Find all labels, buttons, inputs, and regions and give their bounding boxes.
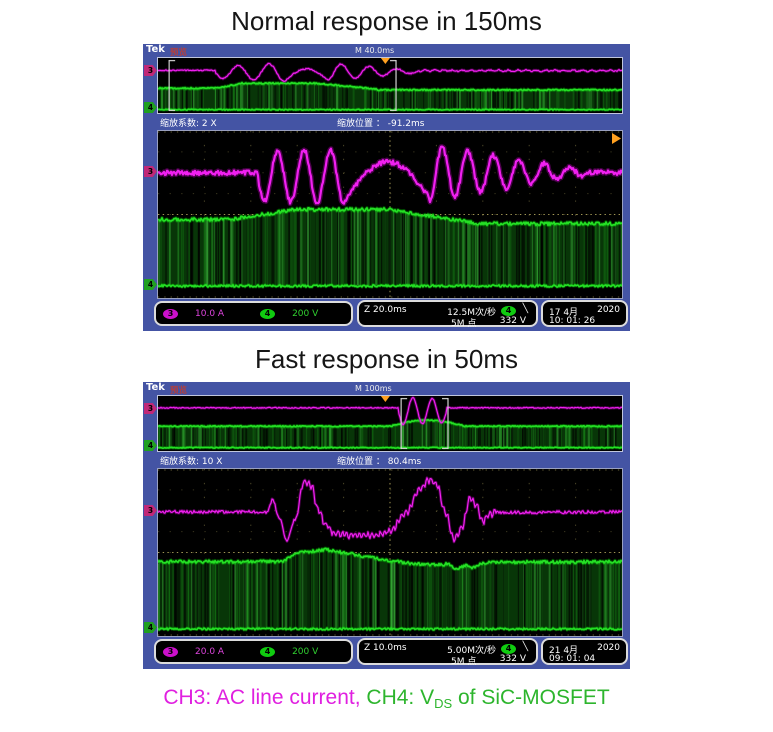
zoom-timebase-readout: Z 10.0ms — [364, 643, 407, 653]
ch3-overview-marker: 3 — [144, 403, 157, 414]
ch4-overview-marker: 4 — [144, 440, 157, 451]
year-readout: 2020 — [597, 305, 620, 315]
ch3-badge: 3 — [163, 646, 178, 657]
caption-vds-subscript: DS — [434, 696, 453, 711]
zoom-factor-label: 缩放系数: 10 X — [160, 457, 223, 467]
zoomed-waveform-window — [157, 468, 623, 637]
zoom-timebase-readout: Z 20.0ms — [364, 305, 407, 315]
zoomed-waveform — [158, 131, 622, 298]
caption-ch3-label: CH3: AC line current, — [163, 686, 361, 709]
zoom-factor-label: 缩放系数: 2 X — [160, 119, 217, 129]
caption-ch4-label: CH4: VDS of SiC-MOSFET — [360, 686, 610, 711]
ch4-badge: 4 — [260, 308, 276, 319]
channel-readout-box: 3 10.0 A 4 200 V — [154, 301, 353, 326]
ch3-main-marker: 3 — [144, 505, 157, 516]
trigger-channel-badge: 4 — [501, 644, 516, 654]
ch3-main-marker: 3 — [144, 166, 157, 177]
figure-caption: CH3: AC line current, CH4: VDS of SiC-MO… — [0, 686, 773, 711]
scope1-header: Tek 预览 M 40.0ms — [143, 44, 630, 58]
acquisition-readout-box: Z 10.0ms 5.00M次/秒 5M 点 4 ╲ 332 V — [357, 638, 538, 667]
tek-logo: Tek — [146, 44, 165, 55]
ch3-scale-readout: 20.0 A — [195, 646, 225, 657]
date-readout: 17 4月 — [549, 308, 579, 318]
ch4-badge: 4 — [260, 646, 276, 657]
zoomed-waveform — [158, 469, 622, 636]
year-readout: 2020 — [597, 643, 620, 653]
preview-mode-label: 预览 — [170, 386, 188, 396]
trigger-slope-icon: ╲ — [522, 642, 528, 652]
ch3-badge: 3 — [163, 308, 178, 319]
timebase-label: M 100ms — [355, 384, 392, 393]
ch3-scale-readout: 10.0 A — [195, 308, 225, 319]
trigger-slope-icon: ╲ — [522, 304, 528, 314]
trigger-level-readout: 332 V — [499, 654, 526, 664]
sample-rate-readout: 12.5M次/秒 — [447, 308, 496, 318]
channel-readout-box: 3 20.0 A 4 200 V — [154, 639, 353, 664]
scope2-header: Tek 预览 M 100ms — [143, 382, 630, 396]
overview-waveform — [158, 396, 622, 450]
ch4-overview-marker: 4 — [144, 102, 157, 113]
trigger-channel-badge: 4 — [501, 306, 516, 316]
zoom-info-bar: 缩放系数: 10 X 缩放位置 ： 80.4ms — [157, 451, 621, 467]
trigger-level-readout: 332 V — [499, 316, 526, 326]
ch4-main-marker: 4 — [144, 622, 157, 633]
time-readout: 10: 01: 26 — [549, 316, 596, 326]
oscilloscope-capture-1: Tek 预览 M 40.0ms 缩放系数: 2 X 缩放位置 ： -91.2ms… — [143, 44, 630, 331]
overview-waveform — [158, 58, 622, 112]
ch4-scale-readout: 200 V — [292, 646, 319, 657]
record-length-readout: 5M 点 — [451, 657, 477, 667]
preview-mode-label: 预览 — [170, 48, 188, 58]
zoom-info-bar: 缩放系数: 2 X 缩放位置 ： -91.2ms — [157, 113, 621, 129]
overview-window — [157, 57, 623, 114]
oscilloscope-capture-2: Tek 预览 M 100ms 缩放系数: 10 X 缩放位置 ： 80.4ms … — [143, 382, 630, 669]
ch4-scale-readout: 200 V — [292, 308, 319, 319]
ch3-overview-marker: 3 — [144, 65, 157, 76]
record-length-readout: 5M 点 — [451, 319, 477, 329]
zoom-position-label: 缩放位置 ： 80.4ms — [337, 457, 422, 467]
title-fast-response: Fast response in 50ms — [254, 344, 518, 374]
datetime-box: 21 4月 2020 09: 01: 04 — [541, 638, 628, 665]
acquisition-readout-box: Z 20.0ms 12.5M次/秒 5M 点 4 ╲ 332 V — [357, 300, 538, 329]
zoomed-waveform-window — [157, 130, 623, 299]
date-readout: 21 4月 — [549, 646, 579, 656]
time-readout: 09: 01: 04 — [549, 654, 596, 664]
title-normal-response: Normal response in 150ms — [231, 6, 542, 36]
datetime-box: 17 4月 2020 10: 01: 26 — [541, 300, 628, 327]
ch4-main-marker: 4 — [144, 279, 157, 290]
zoom-position-label: 缩放位置 ： -91.2ms — [337, 119, 425, 129]
tek-logo: Tek — [146, 382, 165, 393]
sample-rate-readout: 5.00M次/秒 — [447, 646, 496, 656]
overview-window — [157, 395, 623, 452]
timebase-label: M 40.0ms — [355, 46, 395, 55]
